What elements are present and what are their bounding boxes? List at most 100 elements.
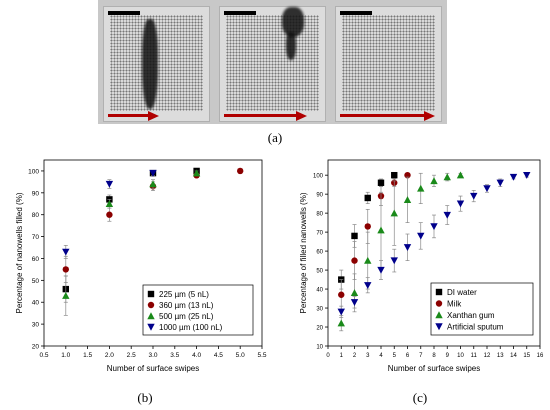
x-tick-label: 1 [340, 353, 344, 359]
subfigure-label-a: (a) [267, 130, 283, 145]
data-point [430, 223, 438, 231]
legend-marker [435, 311, 443, 319]
data-point [338, 291, 345, 298]
data-point [523, 171, 531, 179]
x-tick-label: 3 [366, 353, 370, 359]
data-point [192, 169, 201, 177]
data-point [237, 167, 244, 175]
x-axis-label: Number of surface swipes [107, 364, 199, 373]
y-tick-label: 50 [316, 269, 323, 275]
x-tick-label: 5.5 [257, 352, 266, 359]
subfigure-label-c: (c) [412, 390, 428, 405]
data-point [364, 223, 371, 230]
y-axis-label: Percentage of nanowells filled (%) [15, 192, 24, 313]
arrowhead-icon [424, 111, 435, 121]
legend-marker [435, 323, 443, 331]
data-point [483, 185, 491, 193]
legend-marker [147, 323, 155, 331]
y-tick-label: 70 [316, 231, 323, 237]
x-tick-label: 0.5 [39, 352, 48, 359]
y-tick-label: 50 [32, 278, 40, 285]
x-tick-label: 10 [457, 353, 464, 359]
data-point [350, 299, 359, 307]
legend-marker [147, 301, 155, 309]
subfigure-label-b: (b) [137, 390, 153, 405]
legend-label: 500 µm (25 nL) [159, 312, 214, 321]
data-point [377, 266, 385, 274]
data-point [351, 232, 358, 240]
data-point [350, 289, 359, 297]
x-tick-label: 1.0 [61, 352, 70, 359]
nanowell-photo-1 [103, 6, 210, 122]
arrowhead-icon [148, 111, 159, 121]
data-point [509, 173, 518, 181]
data-point [364, 256, 372, 264]
data-point [62, 248, 70, 256]
y-tick-label: 60 [32, 256, 40, 263]
data-point [456, 200, 465, 208]
data-point [417, 232, 425, 240]
y-tick-label: 70 [32, 234, 40, 241]
swipe-arrow [340, 114, 426, 117]
data-point [149, 169, 157, 177]
swipe-arrow [108, 114, 150, 117]
data-point [456, 171, 465, 179]
data-point [443, 211, 451, 219]
y-tick-label: 20 [32, 344, 40, 351]
x-tick-label: 0 [326, 353, 330, 359]
y-tick-label: 90 [316, 193, 323, 199]
photo-strip [98, 0, 447, 124]
x-tick-label: 13 [497, 353, 504, 359]
data-point [364, 194, 371, 202]
data-point [105, 200, 114, 207]
x-tick-label: 9 [446, 353, 450, 359]
x-tick-label: 5 [393, 353, 397, 359]
data-point [496, 179, 504, 187]
y-tick-label: 30 [316, 307, 323, 313]
data-point [390, 257, 398, 265]
swipe-arrow [224, 114, 298, 117]
y-tick-label: 100 [313, 174, 324, 180]
x-tick-label: 6 [406, 353, 410, 359]
x-tick-label: 16 [537, 353, 544, 359]
y-tick-label: 20 [316, 326, 323, 332]
data-point [62, 291, 70, 299]
data-point [470, 192, 478, 200]
y-tick-label: 30 [32, 322, 40, 329]
x-tick-label: 4.0 [192, 352, 201, 359]
scale-bar [224, 11, 256, 15]
x-tick-label: 14 [510, 353, 517, 359]
legend-label: DI water [447, 288, 477, 297]
data-point [417, 184, 425, 192]
y-tick-label: 90 [32, 190, 40, 197]
x-tick-label: 3.5 [170, 352, 179, 359]
y-tick-label: 80 [32, 212, 40, 219]
legend-marker [435, 300, 443, 307]
chart-b: 0.5 1.0 1.5 2.0 2.5 3.0 3.5 4.0 4.5 5.0 5.5 20 30 40 5… [15, 159, 267, 373]
data-point [391, 171, 398, 179]
x-tick-label: 4 [379, 353, 383, 359]
data-point [364, 282, 372, 289]
x-tick-label: 2.0 [105, 352, 114, 359]
x-tick-label: 5.0 [236, 352, 245, 359]
data-point [443, 173, 451, 181]
x-tick-label: 2.5 [127, 352, 136, 359]
data-point [337, 319, 345, 327]
data-point [403, 244, 412, 252]
nanowell-photo-2 [219, 6, 326, 122]
y-tick-label: 80 [316, 212, 323, 218]
chart-c: 0 1 2 3 4 5 6 7 8 9 10 11 12 13 14 15 161020304050607080… [299, 159, 544, 373]
legend-marker [147, 290, 155, 298]
legend-marker [147, 312, 155, 320]
legend-label: Xanthan gum [447, 311, 495, 320]
x-tick-label: 15 [523, 353, 530, 359]
x-tick-label: 12 [484, 353, 491, 359]
scale-bar [108, 11, 140, 15]
x-axis-label: Number of surface swipes [388, 364, 480, 373]
series-3 [62, 169, 157, 259]
legend-label: Artificial sputum [447, 323, 504, 332]
y-axis-label: Percentage of filled nanowells (%) [299, 192, 308, 313]
data-point [149, 180, 157, 188]
x-tick-label: 2 [353, 353, 357, 359]
x-tick-label: 8 [432, 353, 436, 359]
